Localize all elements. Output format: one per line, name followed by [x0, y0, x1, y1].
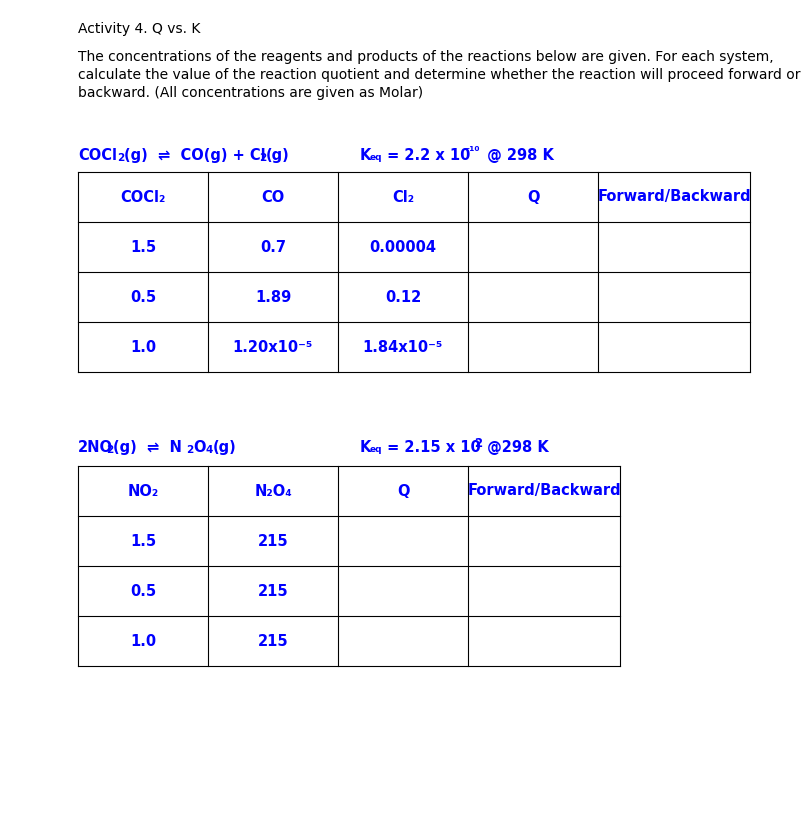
Text: 1.89: 1.89: [255, 290, 291, 304]
Text: The concentrations of the reagents and products of the reactions below are given: The concentrations of the reagents and p…: [78, 50, 774, 64]
Text: 4: 4: [206, 445, 213, 455]
Text: @298 K: @298 K: [482, 440, 548, 455]
Text: 1.5: 1.5: [130, 240, 156, 254]
Text: (g): (g): [213, 440, 237, 455]
Text: CO: CO: [262, 190, 284, 204]
Text: COCl: COCl: [78, 148, 117, 163]
Text: calculate the value of the reaction quotient and determine whether the reaction : calculate the value of the reaction quot…: [78, 68, 800, 82]
Text: K: K: [360, 440, 371, 455]
Text: = 2.15 x 10: = 2.15 x 10: [382, 440, 481, 455]
Text: 1.5: 1.5: [130, 533, 156, 549]
Text: O: O: [193, 440, 206, 455]
Text: 2NO: 2NO: [78, 440, 113, 455]
Text: Q: Q: [397, 483, 409, 498]
Text: 2: 2: [259, 153, 266, 163]
Text: (g)  ⇌  CO(g) + Cl: (g) ⇌ CO(g) + Cl: [124, 148, 266, 163]
Text: 2: 2: [186, 445, 194, 455]
Text: eq: eq: [370, 445, 382, 454]
Text: 1.84x10⁻⁵: 1.84x10⁻⁵: [363, 339, 443, 354]
Text: 0.12: 0.12: [385, 290, 421, 304]
Text: 215: 215: [258, 633, 288, 649]
Text: 1.0: 1.0: [130, 339, 156, 354]
Text: 2: 2: [117, 153, 124, 163]
Text: K: K: [360, 148, 371, 163]
Text: Cl₂: Cl₂: [392, 190, 414, 204]
Text: 1.20x10⁻⁵: 1.20x10⁻⁵: [232, 339, 313, 354]
Text: (g): (g): [266, 148, 290, 163]
Text: @ 298 K: @ 298 K: [482, 148, 554, 163]
Text: ⁻¹⁰: ⁻¹⁰: [463, 145, 480, 158]
Text: 215: 215: [258, 583, 288, 599]
Text: (g)  ⇌  N: (g) ⇌ N: [113, 440, 182, 455]
Text: = 2.2 x 10: = 2.2 x 10: [382, 148, 471, 163]
Text: NO₂: NO₂: [127, 483, 159, 498]
Text: 0.00004: 0.00004: [369, 240, 437, 254]
Text: Forward/Backward: Forward/Backward: [597, 190, 751, 204]
Text: 2: 2: [106, 445, 113, 455]
Text: COCl₂: COCl₂: [121, 190, 166, 204]
Text: N₂O₄: N₂O₄: [254, 483, 292, 498]
Text: 1.0: 1.0: [130, 633, 156, 649]
Text: 215: 215: [258, 533, 288, 549]
Text: 0.7: 0.7: [260, 240, 286, 254]
Text: Forward/Backward: Forward/Backward: [467, 483, 620, 498]
Text: backward. (All concentrations are given as Molar): backward. (All concentrations are given …: [78, 86, 423, 100]
Text: 0.5: 0.5: [130, 290, 156, 304]
Text: Q: Q: [526, 190, 539, 204]
Text: 0.5: 0.5: [130, 583, 156, 599]
Text: 2: 2: [474, 437, 482, 450]
Text: Activity 4. Q vs. K: Activity 4. Q vs. K: [78, 22, 200, 36]
Text: eq: eq: [370, 153, 382, 162]
